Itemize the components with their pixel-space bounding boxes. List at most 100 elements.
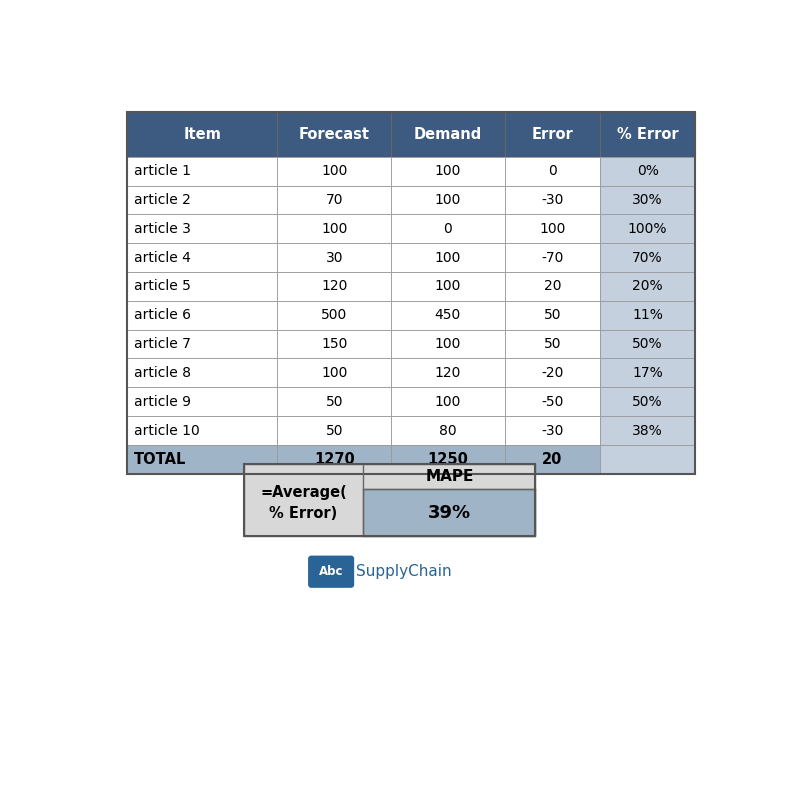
Text: 0: 0 (548, 164, 557, 178)
Text: article 2: article 2 (134, 193, 191, 207)
Text: article 3: article 3 (134, 222, 191, 236)
FancyBboxPatch shape (127, 112, 278, 157)
Text: 20%: 20% (632, 279, 663, 294)
Text: 30: 30 (325, 250, 343, 265)
Text: Item: Item (183, 127, 221, 142)
Text: 20: 20 (542, 452, 562, 467)
FancyBboxPatch shape (504, 387, 600, 416)
Text: Demand: Demand (414, 127, 482, 142)
FancyBboxPatch shape (278, 112, 391, 157)
Text: article 10: article 10 (134, 423, 200, 438)
FancyBboxPatch shape (600, 214, 695, 243)
FancyBboxPatch shape (504, 416, 600, 445)
Text: -30: -30 (541, 193, 564, 207)
FancyBboxPatch shape (278, 416, 391, 445)
FancyBboxPatch shape (504, 112, 600, 157)
Text: MAPE: MAPE (425, 469, 473, 485)
FancyBboxPatch shape (600, 330, 695, 358)
Text: 450: 450 (435, 308, 461, 322)
Text: % Error): % Error) (270, 506, 338, 522)
Text: 100: 100 (435, 394, 461, 409)
Text: article 8: article 8 (134, 366, 191, 380)
FancyBboxPatch shape (278, 157, 391, 185)
FancyBboxPatch shape (127, 272, 278, 301)
Text: -20: -20 (541, 366, 564, 380)
FancyBboxPatch shape (391, 112, 504, 157)
FancyBboxPatch shape (391, 445, 504, 474)
FancyBboxPatch shape (600, 445, 695, 474)
FancyBboxPatch shape (127, 445, 278, 474)
FancyBboxPatch shape (391, 330, 504, 358)
FancyBboxPatch shape (127, 243, 278, 272)
Text: 100: 100 (321, 222, 347, 236)
FancyBboxPatch shape (391, 301, 504, 330)
FancyBboxPatch shape (600, 272, 695, 301)
Text: TOTAL: TOTAL (134, 452, 186, 467)
Text: 100: 100 (435, 193, 461, 207)
Text: 50: 50 (325, 394, 343, 409)
FancyBboxPatch shape (600, 185, 695, 214)
Text: 1270: 1270 (314, 452, 354, 467)
FancyBboxPatch shape (278, 272, 391, 301)
Text: 80: 80 (439, 423, 457, 438)
Text: 150: 150 (321, 337, 347, 351)
Text: Abc: Abc (319, 565, 343, 578)
Text: 17%: 17% (632, 366, 663, 380)
FancyBboxPatch shape (391, 416, 504, 445)
FancyBboxPatch shape (504, 445, 600, 474)
FancyBboxPatch shape (127, 330, 278, 358)
FancyBboxPatch shape (127, 185, 278, 214)
FancyBboxPatch shape (391, 214, 504, 243)
Text: Error: Error (531, 127, 573, 142)
Text: Forecast: Forecast (299, 127, 370, 142)
FancyBboxPatch shape (127, 214, 278, 243)
FancyBboxPatch shape (278, 301, 391, 330)
Text: article 9: article 9 (134, 394, 191, 409)
Text: 70: 70 (325, 193, 343, 207)
Text: 50: 50 (544, 308, 561, 322)
FancyBboxPatch shape (600, 301, 695, 330)
Text: 70%: 70% (632, 250, 663, 265)
FancyBboxPatch shape (127, 157, 278, 185)
Text: SupplyChain: SupplyChain (356, 564, 452, 580)
Text: 100: 100 (321, 164, 347, 178)
Text: 100: 100 (435, 164, 461, 178)
Text: 11%: 11% (632, 308, 663, 322)
Text: 30%: 30% (632, 193, 663, 207)
FancyBboxPatch shape (127, 358, 278, 387)
Text: 20: 20 (544, 279, 561, 294)
Text: 100: 100 (435, 337, 461, 351)
Text: 38%: 38% (632, 423, 663, 438)
FancyBboxPatch shape (391, 157, 504, 185)
FancyBboxPatch shape (308, 555, 354, 588)
Text: 120: 120 (435, 366, 461, 380)
FancyBboxPatch shape (278, 185, 391, 214)
Text: 1250: 1250 (427, 452, 469, 467)
FancyBboxPatch shape (600, 358, 695, 387)
FancyBboxPatch shape (391, 243, 504, 272)
FancyBboxPatch shape (391, 185, 504, 214)
FancyBboxPatch shape (278, 387, 391, 416)
Text: 100: 100 (435, 250, 461, 265)
FancyBboxPatch shape (127, 301, 278, 330)
FancyBboxPatch shape (600, 157, 695, 185)
Text: article 6: article 6 (134, 308, 191, 322)
FancyBboxPatch shape (391, 387, 504, 416)
FancyBboxPatch shape (504, 272, 600, 301)
Text: 100: 100 (435, 279, 461, 294)
Text: -70: -70 (541, 250, 564, 265)
Text: 0: 0 (443, 222, 452, 236)
FancyBboxPatch shape (278, 445, 391, 474)
FancyBboxPatch shape (504, 243, 600, 272)
Text: 50: 50 (544, 337, 561, 351)
FancyBboxPatch shape (600, 416, 695, 445)
Text: article 7: article 7 (134, 337, 191, 351)
FancyBboxPatch shape (278, 243, 391, 272)
FancyBboxPatch shape (391, 358, 504, 387)
FancyBboxPatch shape (504, 301, 600, 330)
Text: 100: 100 (321, 366, 347, 380)
FancyBboxPatch shape (504, 214, 600, 243)
FancyBboxPatch shape (600, 387, 695, 416)
FancyBboxPatch shape (504, 358, 600, 387)
FancyBboxPatch shape (504, 157, 600, 185)
